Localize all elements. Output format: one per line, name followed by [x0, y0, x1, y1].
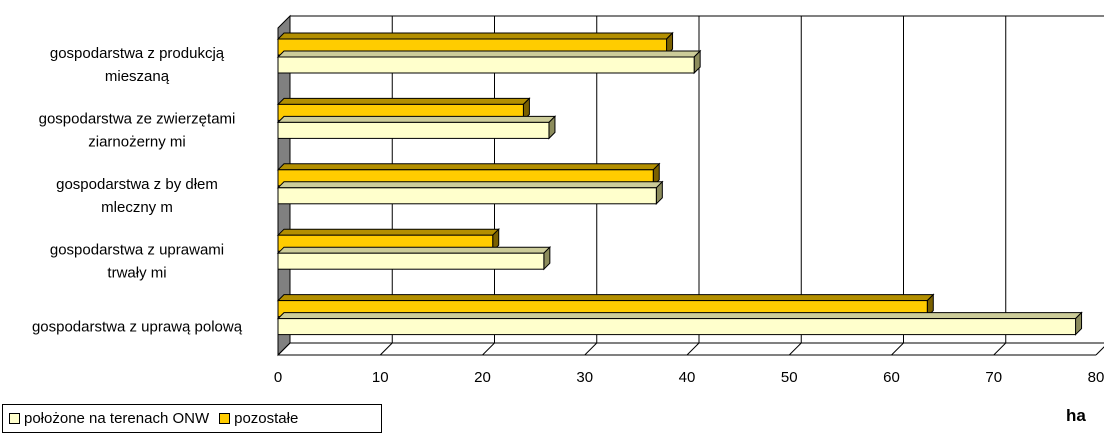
- x-tick-label: 40: [679, 369, 696, 386]
- bar-chart: 0 10 20 30 40 50 60 70 80 gospodarstwa z produkc…: [32, 14, 1104, 386]
- bar-onw-face: [277, 318, 1077, 336]
- chart-bars: [276, 31, 1083, 336]
- x-tick-label: 30: [576, 369, 593, 386]
- x-axis-unit-label: ha: [1066, 406, 1086, 425]
- category-label-line: gospodarstwa z by dłem: [56, 176, 218, 193]
- bar-onw-face: [277, 121, 550, 139]
- floor-line: [277, 342, 291, 356]
- category-label-line: gospodarstwa z uprawami: [50, 241, 224, 258]
- bar-onw: [276, 115, 557, 140]
- bar-onw-top: [276, 50, 702, 58]
- x-tick-label: 20: [474, 369, 491, 386]
- category-label: gospodarstwa z uprawami trwały mi: [50, 241, 224, 281]
- floor-line: [379, 342, 393, 356]
- legend-label-onw: położone na terenach ONW: [24, 410, 210, 427]
- bar-pozostale-top: [276, 228, 500, 236]
- category-label: gospodarstwa z produkcją mieszaną: [50, 45, 225, 85]
- category-label: gospodarstwa ze zwierzętami ziarnożerny m…: [39, 111, 236, 151]
- x-tick-label: 80: [1088, 369, 1104, 386]
- x-tick-label: 50: [781, 369, 798, 386]
- bar-onw: [276, 245, 552, 271]
- floor-line: [686, 342, 700, 356]
- category-labels: gospodarstwa z produkcją mieszanągospodar…: [32, 45, 243, 335]
- legend-swatch-onw: [9, 413, 20, 424]
- x-tick-label: 60: [883, 369, 900, 386]
- x-axis-ticks: 0 10 20 30 40 50 60 70 80: [274, 369, 1104, 386]
- x-tick-label: 70: [985, 369, 1002, 386]
- floor-line: [788, 342, 802, 356]
- category-label-line: ziarnożerny mi: [88, 134, 186, 151]
- category-label-line: trwały mi: [107, 264, 166, 281]
- floor-line: [482, 342, 495, 356]
- chart-legend: położone na terenach ONW pozostałe: [2, 404, 382, 433]
- x-tick-label: 0: [274, 369, 282, 386]
- category-label-line: gospodarstwa z produkcją: [50, 45, 225, 62]
- legend-swatch-pozostale: [219, 413, 231, 424]
- category-label: gospodarstwa z uprawą polową: [32, 318, 243, 335]
- bar-pozostale-top: [276, 163, 661, 171]
- bar-onw-face: [277, 56, 695, 74]
- category-label-line: gospodarstwa ze zwierzętami: [39, 111, 236, 128]
- x-tick-label: 10: [372, 369, 389, 386]
- bar-pozostale-top: [276, 97, 531, 105]
- floor-line: [993, 342, 1007, 356]
- bar-onw: [276, 311, 1083, 336]
- bar-onw: [276, 180, 664, 206]
- bar-pozostale-top: [276, 32, 674, 40]
- category-label-line: mieszaną: [105, 68, 170, 85]
- category-label-line: mleczny m: [101, 199, 173, 216]
- bar-onw-top: [276, 115, 557, 123]
- floor-line: [584, 342, 598, 356]
- legend-item-pozostale: pozostałe: [219, 410, 298, 427]
- bar-onw-top: [276, 312, 1083, 320]
- bar-pozostale-top: [276, 294, 935, 302]
- bar-onw: [276, 49, 702, 75]
- bar-onw-face: [277, 187, 657, 205]
- floor-line: [1095, 346, 1104, 356]
- bar-onw-top: [276, 181, 664, 189]
- floor-line: [891, 342, 904, 356]
- bar-onw-face: [277, 252, 545, 270]
- category-label: gospodarstwa z by dłem mleczny m: [56, 176, 218, 216]
- legend-item-onw: położone na terenach ONW: [9, 410, 209, 427]
- bar-onw-top: [276, 246, 552, 254]
- category-label-line: gospodarstwa z uprawą polową: [32, 318, 243, 335]
- legend-label-pozostale: pozostałe: [234, 410, 299, 427]
